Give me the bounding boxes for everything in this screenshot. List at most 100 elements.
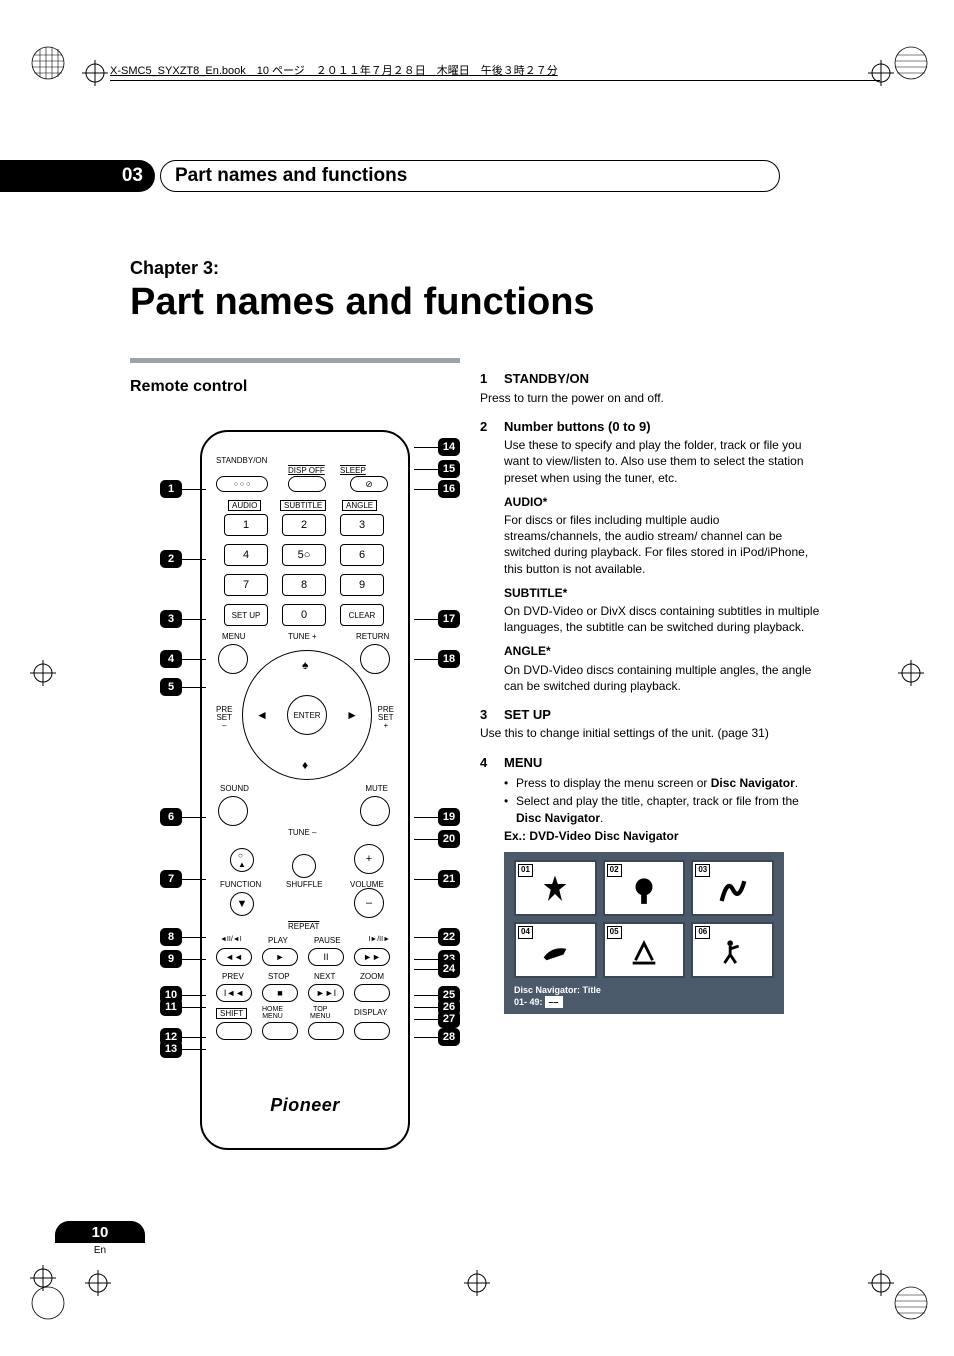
label-preset-plus: PRE SET +: [378, 706, 394, 730]
numpad-6: 6: [340, 544, 384, 566]
label-zoom: ZOOM: [360, 972, 384, 981]
label-top: TOP MENU: [310, 1006, 331, 1020]
sub-audio-body: For discs or files including multiple au…: [504, 512, 820, 577]
btn-shuffle: [292, 854, 316, 878]
chapter-bar-title: Part names and functions: [160, 160, 780, 192]
callout-badge-13: 13: [160, 1040, 182, 1058]
callout-badge-14: 14: [438, 438, 460, 456]
label-preset-minus: PRE SET –: [216, 706, 232, 730]
label-audio: AUDIO: [228, 500, 261, 511]
item-2-head: 2 Number buttons (0 to 9): [480, 418, 820, 436]
label-menu: MENU: [222, 632, 246, 641]
reg-cross: [30, 660, 56, 691]
sub-audio: AUDIO*: [504, 494, 820, 510]
label-dispoff: DISP OFF: [288, 466, 325, 475]
item-3-head: 3 SET UP: [480, 706, 820, 724]
btn-clear: CLEAR: [340, 604, 384, 626]
label-shift: SHIFT: [216, 1008, 247, 1019]
callout-badge-20: 20: [438, 830, 460, 848]
item-4-ex: Ex.: DVD-Video Disc Navigator: [504, 828, 820, 844]
btn-display: [354, 1022, 390, 1040]
btn-home: [262, 1022, 298, 1040]
chapter-number-badge: 03: [0, 160, 155, 192]
page-number: 10: [55, 1221, 145, 1243]
callout-badge-15: 15: [438, 460, 460, 478]
label-standby: STANDBY/ON: [216, 456, 267, 465]
callout-badge-8: 8: [160, 928, 182, 946]
callout-badge-24: 24: [438, 960, 460, 978]
label-tuneplus: TUNE +: [288, 632, 317, 641]
callout-badge-2: 2: [160, 550, 182, 568]
nav-footer-range: 01- 49:: [514, 997, 543, 1007]
btn-vol-down: –: [354, 888, 384, 918]
numpad-4: 4: [224, 544, 268, 566]
numpad-0: 0: [282, 604, 326, 626]
sub-subtitle-body: On DVD-Video or DivX discs containing su…: [504, 603, 820, 635]
nav-cell-03: 03: [691, 860, 774, 916]
item-2-body: Use these to specify and play the folder…: [504, 437, 820, 486]
numpad-1: 1: [224, 514, 268, 536]
reg-cross: [868, 1270, 894, 1301]
btn-mute: [360, 796, 390, 826]
numpad-2: 2: [282, 514, 326, 536]
numpad-8: 8: [282, 574, 326, 596]
callout-badge-21: 21: [438, 870, 460, 888]
callout-badge-1: 1: [160, 480, 182, 498]
nav-cell-01: 01: [514, 860, 597, 916]
label-pause: PAUSE: [314, 936, 341, 945]
btn-dispoff: [288, 476, 326, 492]
reg-corner: [893, 1285, 929, 1326]
sub-angle: ANGLE*: [504, 643, 820, 659]
sub-subtitle: SUBTITLE*: [504, 585, 820, 601]
btn-next: ►►I: [308, 984, 344, 1002]
btn-enter: ENTER: [287, 695, 327, 735]
callout-badge-22: 22: [438, 928, 460, 946]
page-footer: 10 En: [55, 1221, 145, 1256]
btn-vol-up: +: [354, 844, 384, 874]
label-repeat: REPEAT: [288, 922, 319, 931]
remote-diagram: STANDBY/ON DISP OFF SLEEP ○ ○ ○ ⊘ AUDIO …: [160, 430, 460, 1160]
doc-meta-header: X-SMC5_SYXZT8_En.book 10 ページ ２０１１年７月２８日 …: [110, 62, 880, 81]
callout-badge-9: 9: [160, 950, 182, 968]
doc-meta-text: X-SMC5_SYXZT8_En.book 10 ページ ２０１１年７月２８日 …: [110, 65, 558, 77]
callout-badge-19: 19: [438, 808, 460, 826]
reg-corner: [30, 45, 66, 86]
numpad-3: 3: [340, 514, 384, 536]
pioneer-logo: Pioneer: [202, 1095, 408, 1116]
label-return: RETURN: [356, 632, 389, 641]
nav-cell-06: 06: [691, 922, 774, 978]
label-home: HOME MENU: [262, 1006, 283, 1020]
item-4-head: 4 MENU: [480, 754, 820, 772]
btn-func-up: ○▲: [230, 848, 254, 872]
label-play: PLAY: [268, 936, 288, 945]
section-title: Remote control: [130, 368, 460, 396]
btn-top: [308, 1022, 344, 1040]
remote-body: STANDBY/ON DISP OFF SLEEP ○ ○ ○ ⊘ AUDIO …: [200, 430, 410, 1150]
callout-badge-7: 7: [160, 870, 182, 888]
callout-badge-5: 5: [160, 678, 182, 696]
callout-badge-27: 27: [438, 1010, 460, 1028]
btn-zoom: [354, 984, 390, 1002]
btn-standby: ○ ○ ○: [216, 476, 268, 492]
numpad-7: 7: [224, 574, 268, 596]
disc-navigator-preview: 010203040506 Disc Navigator: Title 01- 4…: [504, 852, 784, 1014]
label-prev: PREV: [222, 972, 244, 981]
item-1-body: Press to turn the power on and off.: [480, 390, 820, 406]
callout-badge-11: 11: [160, 998, 182, 1016]
callout-badge-3: 3: [160, 610, 182, 628]
reg-cross: [898, 660, 924, 691]
bullet: Press to display the menu screen or Disc…: [504, 775, 820, 791]
numpad-5: 5 ○: [282, 544, 326, 566]
label-angle: ANGLE: [342, 500, 377, 511]
reg-corner: [893, 45, 929, 86]
callout-badge-18: 18: [438, 650, 460, 668]
item-3-body: Use this to change initial settings of t…: [480, 725, 820, 741]
chapter-label: Chapter 3:: [130, 258, 820, 279]
btn-pause: II: [308, 948, 344, 966]
callout-badge-6: 6: [160, 808, 182, 826]
callout-badge-28: 28: [438, 1028, 460, 1046]
label-mute: MUTE: [365, 784, 388, 793]
page-lang: En: [55, 1245, 145, 1256]
chapter-bar: 03 Part names and functions: [0, 160, 780, 192]
numpad-9: 9: [340, 574, 384, 596]
